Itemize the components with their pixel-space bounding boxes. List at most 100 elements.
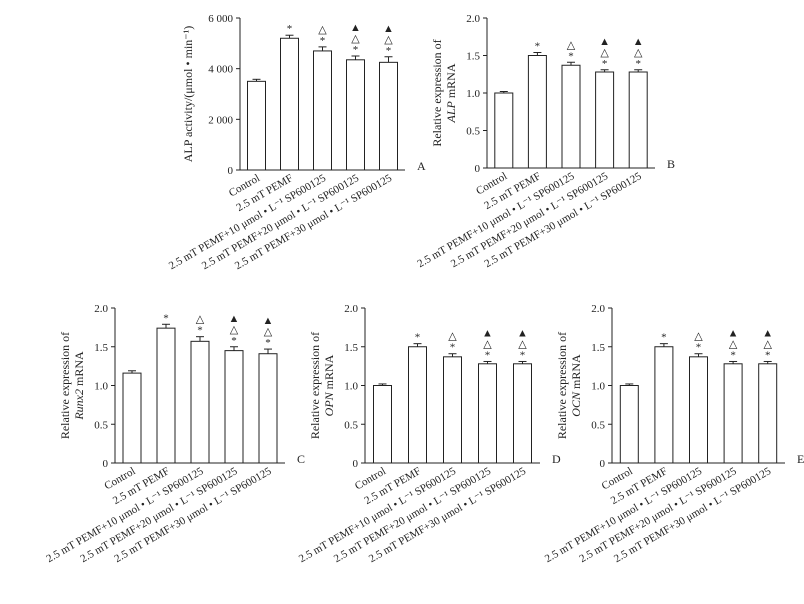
y-tick-label: 1.0 — [94, 381, 108, 393]
y-axis-label: Runx2 mRNA — [72, 351, 86, 421]
y-tick-label: 1.5 — [344, 342, 358, 354]
bar — [758, 363, 778, 464]
significance-marker: △ — [384, 34, 393, 46]
y-axis-label: Relative expression of — [555, 332, 569, 439]
bar — [513, 363, 532, 464]
significance-marker: * — [163, 312, 169, 324]
panel-label: B — [667, 157, 675, 171]
significance-marker: △ — [634, 47, 643, 59]
y-axis-label: Relative expression of — [430, 39, 444, 146]
bar — [224, 350, 244, 464]
significance-marker: ▲ — [517, 327, 528, 339]
significance-marker: * — [197, 325, 203, 337]
y-tick-label: 0.5 — [94, 419, 108, 431]
significance-marker: * — [602, 58, 608, 70]
significance-marker: * — [287, 23, 293, 35]
bar — [443, 356, 462, 464]
significance-marker: △ — [763, 338, 772, 350]
significance-marker: △ — [567, 39, 576, 51]
bar — [247, 80, 266, 171]
significance-marker: ▲ — [263, 315, 274, 327]
y-axis-label: OCN mRNA — [569, 354, 583, 417]
significance-marker: ▲ — [599, 36, 610, 48]
y-axis-label: Relative expression of — [308, 332, 322, 439]
bar — [723, 363, 743, 464]
significance-marker: * — [450, 342, 456, 354]
y-tick-label: 2.0 — [591, 303, 605, 315]
y-tick-label: 0.5 — [344, 419, 358, 431]
significance-marker: ▲ — [383, 23, 394, 35]
bar — [561, 64, 581, 169]
bar — [527, 55, 547, 169]
panel-label: C — [297, 452, 305, 466]
y-tick-label: 2 000 — [208, 114, 233, 126]
bar — [654, 346, 674, 464]
y-tick-label: 0 — [475, 163, 481, 175]
y-tick-label: 2.0 — [94, 303, 108, 315]
y-tick-label: 1.5 — [466, 51, 480, 63]
significance-marker: △ — [196, 314, 205, 326]
y-axis-label: OPN mRNA — [322, 354, 336, 416]
panel-label: D — [552, 452, 561, 466]
gene-name: OPN — [322, 391, 336, 416]
y-tick-label: 4 000 — [208, 64, 233, 76]
y-tick-label: 1.0 — [344, 381, 358, 393]
y-axis-label-suffix: mRNA — [444, 63, 458, 98]
bar — [346, 59, 365, 171]
significance-marker: △ — [694, 331, 703, 343]
significance-marker: * — [353, 44, 359, 56]
bar — [494, 92, 514, 169]
bar — [122, 372, 142, 464]
bar — [689, 356, 708, 464]
significance-marker: * — [485, 349, 491, 361]
y-tick-label: 0.5 — [591, 419, 605, 431]
gene-name: OCN — [569, 391, 583, 417]
y-tick-label: 0 — [228, 165, 234, 177]
significance-marker: * — [765, 349, 771, 361]
bar — [628, 71, 648, 169]
significance-marker: * — [635, 58, 641, 70]
panel-label: E — [797, 452, 804, 466]
y-tick-label: 2.0 — [466, 13, 480, 25]
y-tick-label: 2.0 — [344, 303, 358, 315]
significance-marker: * — [415, 332, 421, 344]
bar — [156, 327, 176, 464]
significance-marker: ▲ — [762, 327, 773, 339]
significance-marker: △ — [729, 338, 738, 350]
significance-marker: * — [535, 41, 541, 53]
y-axis-label-suffix: mRNA — [72, 351, 86, 386]
gene-name: Runx2 — [72, 389, 86, 421]
bar — [478, 363, 497, 464]
y-tick-label: 0 — [353, 458, 359, 470]
significance-marker: * — [568, 50, 574, 62]
significance-marker: * — [661, 332, 667, 344]
bar — [313, 50, 332, 171]
y-tick-label: 0 — [103, 458, 109, 470]
significance-marker: * — [265, 337, 271, 349]
significance-marker: * — [386, 45, 392, 57]
bar — [280, 37, 299, 171]
significance-marker: △ — [264, 326, 273, 338]
bar — [190, 340, 210, 464]
y-tick-label: 1.0 — [466, 88, 480, 100]
bar — [258, 353, 278, 464]
y-tick-label: 0.5 — [466, 126, 480, 138]
significance-marker: ▲ — [728, 327, 739, 339]
significance-marker: ▲ — [350, 22, 361, 34]
significance-marker: ▲ — [229, 313, 240, 325]
significance-marker: △ — [230, 324, 239, 336]
y-axis-label-suffix: mRNA — [322, 354, 336, 389]
significance-marker: * — [320, 35, 326, 47]
significance-marker: * — [520, 349, 526, 361]
bar — [379, 61, 398, 171]
y-axis-label: ALP activity/(μmol • min⁻¹) — [181, 26, 195, 162]
significance-marker: △ — [483, 338, 492, 350]
significance-marker: △ — [318, 24, 327, 36]
significance-marker: * — [231, 335, 237, 347]
bar — [619, 385, 639, 464]
significance-marker: △ — [448, 331, 457, 343]
significance-marker: △ — [351, 33, 360, 45]
significance-marker: △ — [518, 338, 527, 350]
bar — [373, 385, 392, 464]
